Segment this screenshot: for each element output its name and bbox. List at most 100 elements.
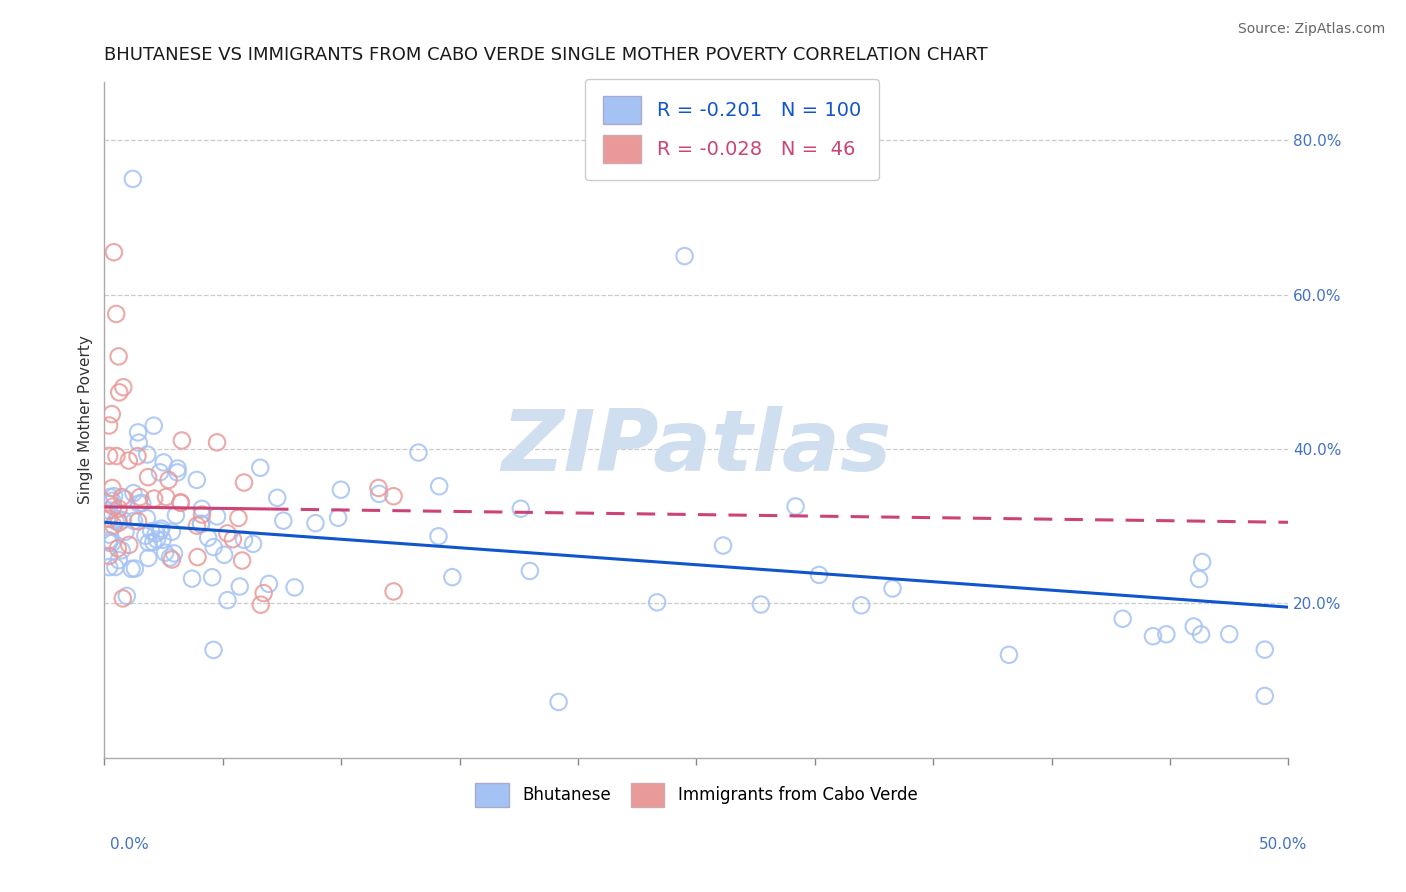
- Bhutanese: [266, 491, 288, 505]
- Immigrants from Cabo Verde: [101, 481, 124, 495]
- Immigrants from Cabo Verde: [186, 518, 208, 533]
- Bhutanese: [150, 522, 173, 536]
- Bhutanese: [785, 500, 807, 514]
- Bhutanese: [142, 535, 165, 549]
- Immigrants from Cabo Verde: [108, 516, 131, 530]
- Immigrants from Cabo Verde: [253, 586, 276, 600]
- Bhutanese: [249, 460, 271, 475]
- Bhutanese: [273, 514, 295, 528]
- Bhutanese: [851, 599, 873, 613]
- Bhutanese: [749, 598, 772, 612]
- Immigrants from Cabo Verde: [222, 533, 245, 547]
- Immigrants from Cabo Verde: [118, 453, 141, 467]
- Bhutanese: [128, 496, 150, 510]
- Bhutanese: [1191, 555, 1213, 569]
- Bhutanese: [122, 486, 145, 500]
- Text: 50.0%: 50.0%: [1260, 837, 1308, 852]
- Immigrants from Cabo Verde: [112, 380, 135, 394]
- Immigrants from Cabo Verde: [108, 385, 131, 400]
- Immigrants from Cabo Verde: [228, 511, 250, 525]
- Bhutanese: [1182, 619, 1205, 633]
- Bhutanese: [427, 479, 450, 493]
- Bhutanese: [441, 570, 464, 584]
- Bhutanese: [101, 536, 124, 550]
- Immigrants from Cabo Verde: [136, 470, 159, 484]
- Bhutanese: [519, 564, 541, 578]
- Immigrants from Cabo Verde: [231, 553, 253, 567]
- Immigrants from Cabo Verde: [143, 491, 166, 506]
- Bhutanese: [181, 572, 204, 586]
- Immigrants from Cabo Verde: [105, 307, 128, 321]
- Bhutanese: [166, 466, 188, 480]
- Immigrants from Cabo Verde: [233, 475, 256, 490]
- Bhutanese: [229, 580, 252, 594]
- Bhutanese: [108, 553, 131, 567]
- Bhutanese: [186, 473, 208, 487]
- Bhutanese: [146, 533, 169, 547]
- Immigrants from Cabo Verde: [100, 407, 122, 421]
- Bhutanese: [98, 490, 121, 504]
- Bhutanese: [509, 501, 531, 516]
- Bhutanese: [98, 527, 121, 541]
- Immigrants from Cabo Verde: [157, 473, 180, 487]
- Immigrants from Cabo Verde: [107, 501, 129, 516]
- Bhutanese: [1156, 627, 1178, 641]
- Bhutanese: [104, 514, 127, 528]
- Bhutanese: [159, 550, 181, 565]
- Immigrants from Cabo Verde: [127, 449, 149, 463]
- Bhutanese: [217, 593, 239, 607]
- Bhutanese: [152, 533, 174, 547]
- Bhutanese: [121, 172, 143, 186]
- Bhutanese: [98, 560, 121, 574]
- Bhutanese: [1254, 689, 1277, 703]
- Bhutanese: [127, 425, 149, 440]
- Bhutanese: [808, 567, 831, 582]
- Bhutanese: [115, 589, 138, 603]
- Legend: Bhutanese, Immigrants from Cabo Verde: Bhutanese, Immigrants from Cabo Verde: [468, 777, 924, 814]
- Bhutanese: [103, 489, 125, 503]
- Bhutanese: [112, 513, 135, 527]
- Y-axis label: Single Mother Poverty: Single Mother Poverty: [79, 335, 93, 505]
- Text: 0.0%: 0.0%: [110, 837, 149, 852]
- Text: Source: ZipAtlas.com: Source: ZipAtlas.com: [1237, 22, 1385, 37]
- Bhutanese: [408, 445, 430, 459]
- Bhutanese: [114, 524, 136, 539]
- Bhutanese: [998, 648, 1021, 662]
- Bhutanese: [1142, 629, 1164, 643]
- Immigrants from Cabo Verde: [98, 449, 121, 463]
- Bhutanese: [111, 543, 134, 558]
- Bhutanese: [138, 535, 160, 549]
- Bhutanese: [149, 465, 172, 479]
- Bhutanese: [711, 539, 734, 553]
- Bhutanese: [201, 570, 224, 584]
- Bhutanese: [163, 546, 186, 560]
- Immigrants from Cabo Verde: [103, 245, 125, 260]
- Bhutanese: [233, 533, 256, 547]
- Bhutanese: [212, 548, 235, 562]
- Bhutanese: [190, 516, 212, 531]
- Immigrants from Cabo Verde: [382, 584, 405, 599]
- Immigrants from Cabo Verde: [367, 481, 389, 495]
- Immigrants from Cabo Verde: [170, 434, 193, 448]
- Bhutanese: [131, 496, 153, 510]
- Bhutanese: [197, 531, 219, 545]
- Immigrants from Cabo Verde: [105, 449, 128, 463]
- Bhutanese: [191, 501, 214, 516]
- Immigrants from Cabo Verde: [127, 514, 149, 528]
- Bhutanese: [138, 551, 160, 566]
- Bhutanese: [882, 582, 904, 596]
- Bhutanese: [160, 524, 183, 539]
- Bhutanese: [149, 524, 172, 538]
- Bhutanese: [427, 529, 450, 543]
- Bhutanese: [190, 517, 212, 532]
- Bhutanese: [368, 487, 391, 501]
- Immigrants from Cabo Verde: [155, 490, 177, 504]
- Text: ZIPatlas: ZIPatlas: [502, 406, 891, 489]
- Bhutanese: [329, 483, 352, 497]
- Bhutanese: [141, 524, 163, 538]
- Bhutanese: [547, 695, 569, 709]
- Bhutanese: [165, 508, 187, 523]
- Bhutanese: [153, 546, 176, 560]
- Immigrants from Cabo Verde: [187, 550, 209, 565]
- Bhutanese: [1111, 612, 1133, 626]
